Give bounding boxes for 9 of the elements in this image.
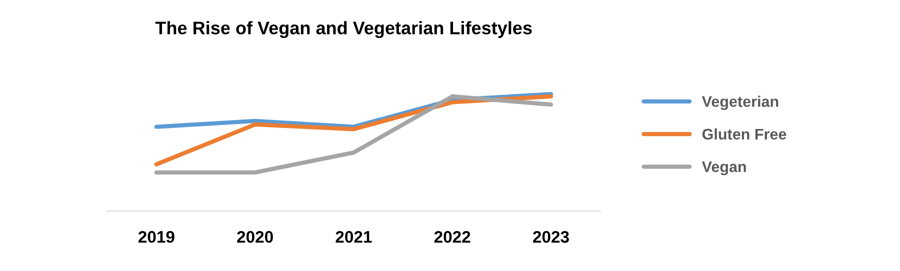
legend-label: Vegan: [702, 162, 746, 176]
chart-title: The Rise of Vegan and Vegetarian Lifestyles: [155, 21, 532, 38]
x-tick-label: 2022: [434, 230, 470, 243]
legend-label: Gluten Free: [702, 128, 786, 140]
legend-label: Vegeterian: [702, 96, 778, 110]
x-tick-label: 2019: [138, 230, 174, 243]
x-tick-label: 2023: [533, 230, 569, 243]
x-tick-label: 2020: [237, 230, 273, 243]
x-tick-label: 2021: [336, 230, 372, 243]
